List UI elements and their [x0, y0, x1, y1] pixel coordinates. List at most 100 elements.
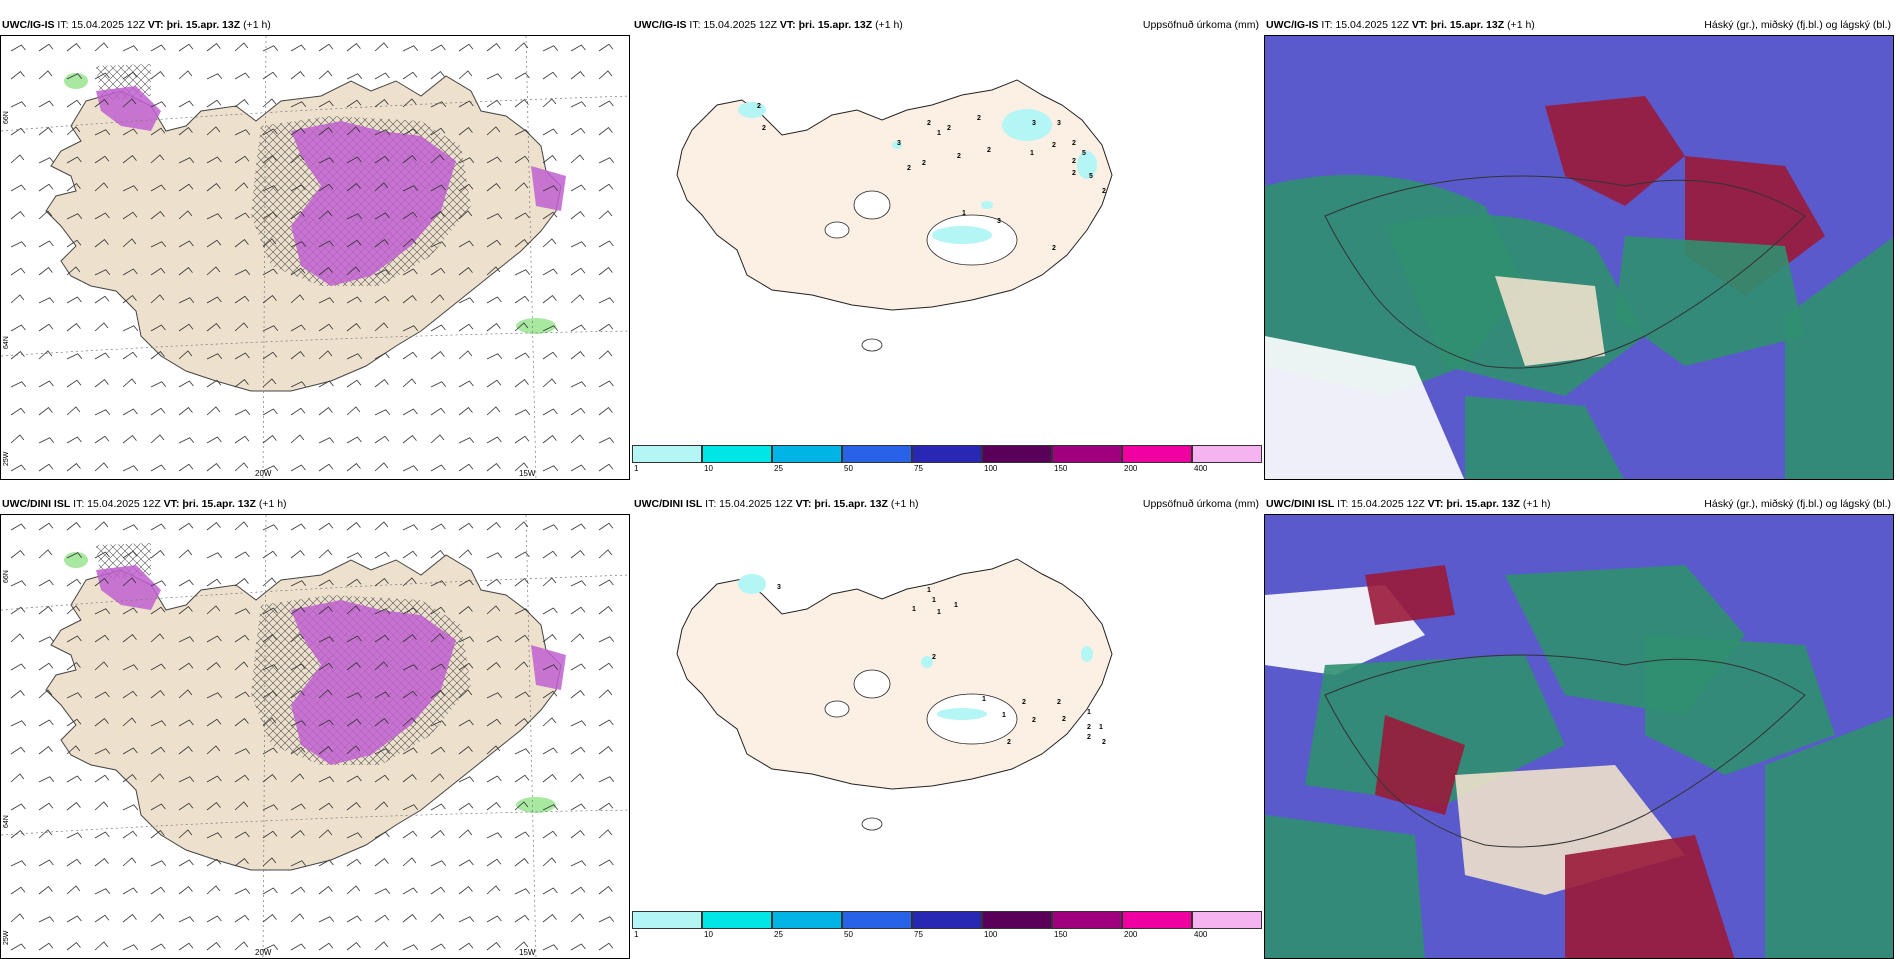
- lon-line-15w: [525, 515, 537, 958]
- precip-value-label: 2: [1072, 140, 1076, 147]
- graticule: [1, 515, 629, 958]
- iceland-outline: [1324, 175, 1806, 369]
- colorbar-cell: [1192, 911, 1262, 929]
- colorbar-cell: [1192, 445, 1262, 463]
- precip-value-label: 1: [962, 210, 966, 217]
- precip-value-label: 2: [987, 147, 991, 154]
- panel-title: Háský (gr.), miðský (fj.bl.) og lágský (…: [1704, 19, 1891, 31]
- glacier: [853, 190, 891, 220]
- precip-value-label: 2: [1102, 739, 1106, 746]
- panel-row1-wind: UWC/IG-IS IT: 15.04.2025 12Z VT: þri. 15…: [0, 13, 630, 480]
- colorbar-tick-label: 100: [984, 930, 998, 939]
- lat-line-64n: [1, 809, 629, 836]
- precip-value-label: 2: [1052, 142, 1056, 149]
- precip-patch: [981, 201, 993, 209]
- cloud-layer-patch: [1265, 336, 1465, 479]
- panel-row2-wind: UWC/DINI ISL IT: 15.04.2025 12Z VT: þri.…: [0, 492, 630, 959]
- lon-label-15w: 15W: [519, 948, 536, 957]
- precip-value-label: 3: [1032, 120, 1036, 127]
- colorbar-tick-label: 400: [1194, 464, 1208, 473]
- precip-colorbar: 1 10 25 50 75 100 150 200 400: [632, 445, 1262, 473]
- precip-value-label: 3: [1057, 120, 1061, 127]
- colorbar-cell: [1122, 445, 1192, 463]
- precip-value-label: 1: [1030, 150, 1034, 157]
- panel-title: Háský (gr.), miðský (fj.bl.) og lágský (…: [1704, 498, 1891, 510]
- precip-value-label: 5: [1082, 150, 1086, 157]
- colorbar-cell: [912, 445, 982, 463]
- lon-label-20w: 20W: [255, 948, 272, 957]
- panel-title: Uppsöfnuð úrkoma (mm): [1142, 498, 1259, 510]
- colorbar-cell: [1052, 445, 1122, 463]
- precip-value-label: 1: [932, 597, 936, 604]
- colorbar-cell: [632, 911, 702, 929]
- cloud-map-layer: [1265, 515, 1893, 958]
- lat-label-66: 66N: [3, 570, 10, 583]
- precip-value-label: 3: [777, 584, 781, 591]
- lon-line-20w: [262, 515, 267, 958]
- lat-label-64: 64N: [3, 336, 10, 349]
- precip-value-label: 2: [1057, 699, 1061, 706]
- lat-line-64n: [1, 330, 629, 357]
- wind-map-layer: [45, 64, 566, 392]
- precip-value-label: 1: [1087, 709, 1091, 716]
- cloud-layer-patch: [1545, 96, 1685, 206]
- colorbar-cell: [912, 911, 982, 929]
- precip-patch: [1002, 109, 1052, 141]
- rain-patch: [64, 552, 88, 568]
- precip-value-label: 2: [1102, 188, 1106, 195]
- panel-header: UWC/IG-IS IT: 15.04.2025 12Z VT: þri. 15…: [634, 19, 903, 31]
- precip-value-label: 2: [1052, 245, 1056, 252]
- rain-patch: [64, 73, 88, 89]
- precip-value-label: 2: [1062, 716, 1066, 723]
- map-clouds[interactable]: [1264, 35, 1894, 480]
- panel-title: Uppsöfnuð úrkoma (mm): [1142, 19, 1259, 31]
- precip-value-label: 2: [922, 160, 926, 167]
- wind-barbs: [10, 42, 615, 472]
- colorbar-cell: [702, 445, 772, 463]
- rain-patch: [516, 318, 556, 334]
- graticule: [1, 36, 629, 479]
- glacier: [861, 817, 883, 831]
- glacier: [853, 669, 891, 699]
- lat-line-66n: [1, 574, 629, 611]
- iceland-outline: [676, 558, 1113, 790]
- cloud-layer-patch: [1615, 236, 1805, 366]
- precip-value-label: 2: [1072, 170, 1076, 177]
- colorbar-tick-label: 25: [774, 930, 783, 939]
- map-wind-snow[interactable]: 66N 64N 25W 20W 15W: [0, 35, 630, 480]
- precip-patch: [1081, 646, 1093, 662]
- precip-value-label: 2: [1007, 739, 1011, 746]
- precip-patch: [921, 656, 933, 668]
- precip-value-label: 1: [937, 130, 941, 137]
- iceland-outline: [1324, 654, 1806, 848]
- cloud-layer-patch: [1645, 635, 1835, 775]
- colorbar-tick-label: 50: [844, 930, 853, 939]
- precip-value-label: 2: [932, 654, 936, 661]
- precip-value-label: 2: [957, 153, 961, 160]
- precip-value-label: 2: [977, 115, 981, 122]
- lat-label-66: 66N: [3, 111, 10, 124]
- panel-row1-precip: UWC/IG-IS IT: 15.04.2025 12Z VT: þri. 15…: [632, 13, 1262, 473]
- panel-header: UWC/DINI ISL IT: 15.04.2025 12Z VT: þri.…: [634, 498, 919, 510]
- panel-header: UWC/IG-IS IT: 15.04.2025 12Z VT: þri. 15…: [2, 19, 271, 31]
- cloud-layer-patch: [1265, 815, 1425, 958]
- colorbar-tick-label: 150: [1054, 464, 1068, 473]
- colorbar-tick-label: 75: [914, 930, 923, 939]
- precip-value-label: 1: [1002, 712, 1006, 719]
- map-wind-snow[interactable]: 66N 64N 25W 20W 15W: [0, 514, 630, 959]
- precip-value-label: 2: [907, 165, 911, 172]
- colorbar-cell: [1052, 911, 1122, 929]
- colorbar-tick-label: 75: [914, 464, 923, 473]
- map-clouds[interactable]: [1264, 514, 1894, 959]
- precip-patch: [738, 102, 766, 118]
- precip-patch: [1077, 151, 1097, 179]
- panel-header: UWC/IG-IS IT: 15.04.2025 12Z VT: þri. 15…: [1266, 19, 1535, 31]
- colorbar-cell: [702, 911, 772, 929]
- wind-map-layer: [45, 543, 566, 871]
- precip-map-layer: [676, 558, 1113, 831]
- precip-value-label: 1: [954, 602, 958, 609]
- lat-label-64: 64N: [3, 815, 10, 828]
